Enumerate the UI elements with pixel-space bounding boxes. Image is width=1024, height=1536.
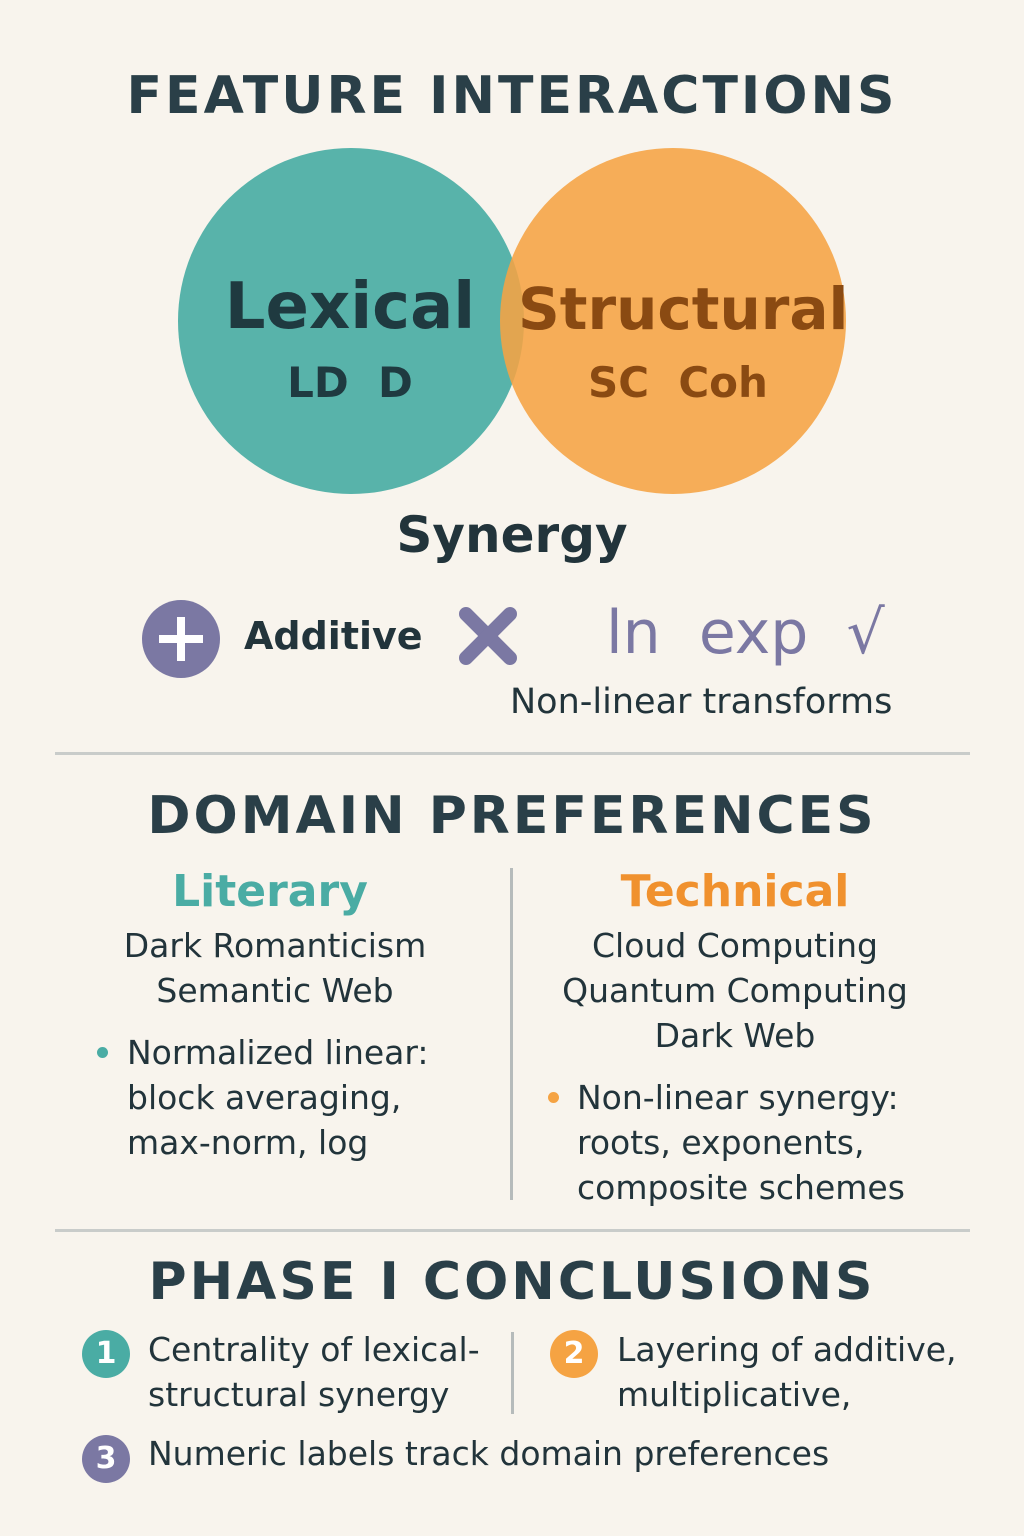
technical-bullet-line: roots, exponents, [577,1123,865,1162]
technical-bullet-text: Non-linear synergy: roots, exponents, co… [577,1075,905,1210]
literary-bullet-line: max-norm, log [127,1123,369,1162]
literary-heading: Literary [172,866,368,917]
additive-label: Additive [244,614,423,658]
conclusion-line: multiplicative, [617,1375,852,1414]
technical-topic: Dark Web [654,1016,816,1055]
conclusions-title: PHASE I CONCLUSIONS [148,1252,876,1312]
section-divider-1 [55,752,970,755]
conclusion-item-3: Numeric labels track domain preferences [148,1431,829,1476]
lexical-features: LD D [287,358,413,407]
literary-topic: Semantic Web [156,971,394,1010]
literary-topic: Dark Romanticism [123,926,427,965]
section-divider-2 [55,1229,970,1232]
technical-bullet-line: Non-linear synergy: [577,1078,899,1117]
technical-column: Technical Cloud Computing Quantum Comput… [520,866,950,1058]
conclusion-line: Centrality of lexical- [148,1330,480,1369]
feature-interactions-title: FEATURE INTERACTIONS [126,66,898,126]
technical-topic: Cloud Computing [592,926,878,965]
conclusion-line: structural synergy [148,1375,450,1414]
literary-bullet-dot [97,1047,108,1058]
lexical-circle [178,148,524,494]
literary-column: Literary Dark Romanticism Semantic Web [60,866,490,1013]
technical-bullet-line: composite schemes [577,1168,905,1207]
venn-diagram: Lexical LD D Structural SC Coh [0,0,1024,520]
literary-bullet-text: Normalized linear: block averaging, max-… [127,1030,429,1165]
conclusion-badge-1: 1 [82,1330,130,1378]
technical-topic: Quantum Computing [562,971,908,1010]
structural-circle [500,148,846,494]
structural-label: Structural [518,275,849,343]
literary-bullet-line: block averaging, [127,1078,402,1117]
conclusion-line: Layering of additive, [617,1330,957,1369]
plus-icon [142,600,220,678]
conclusions-divider [511,1332,514,1414]
literary-bullet-line: Normalized linear: [127,1033,429,1072]
transforms-caption: Non-linear transforms [510,682,893,722]
transforms-symbols: ln exp √ [606,598,885,668]
conclusion-line: Numeric labels track domain preferences [148,1434,830,1473]
conclusion-badge-2: 2 [550,1330,598,1378]
domain-preferences-title: DOMAIN PREFERENCES [147,786,877,846]
domain-column-divider [510,868,513,1200]
structural-features: SC Coh [588,358,768,407]
synergy-label: Synergy [396,506,628,564]
conclusion-badge-3: 3 [82,1435,130,1483]
lexical-label: Lexical [224,270,476,344]
multiply-icon [456,604,520,668]
technical-bullet-dot [548,1092,559,1103]
conclusion-item-1: Centrality of lexical- structural synerg… [148,1327,480,1417]
technical-heading: Technical [620,866,850,917]
conclusion-item-2: Layering of additive, multiplicative, [617,1327,957,1417]
